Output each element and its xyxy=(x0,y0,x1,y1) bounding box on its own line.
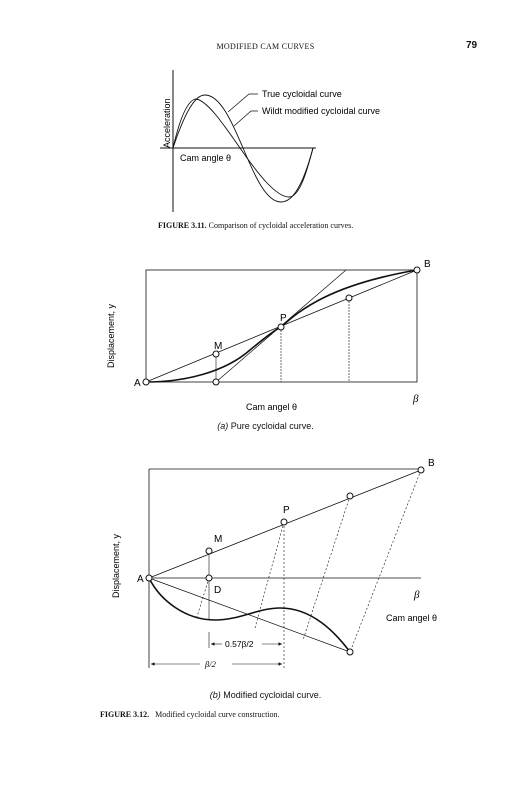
figure-3-12-caption-text: Modified cycloidal curve construction. xyxy=(155,710,280,719)
fig-b-proj-1 xyxy=(195,577,210,621)
figure-3-12b: A B M P D β Cam angel θ Displacement, y … xyxy=(111,458,437,669)
figure-3-12-caption: FIGURE 3.12. Modified cycloidal curve co… xyxy=(100,710,480,720)
legend-wildt-label: Wildt modified cycloidal curve xyxy=(262,106,380,116)
fig-b-point-p xyxy=(280,518,288,526)
figure-3-12b-subcaption: (b) Modified cycloidal curve. xyxy=(0,690,531,700)
fig-b-point-lower xyxy=(346,648,354,656)
fig-a-label-a: A xyxy=(134,378,141,389)
fig-a-beta: β xyxy=(412,393,419,405)
fig-a-x-label: Cam angel θ xyxy=(246,402,297,412)
fig-a-cycloidal-curve xyxy=(145,269,418,383)
fig-b-lower-line xyxy=(148,577,351,653)
fig-a-point-a xyxy=(142,378,150,386)
fig-b-label-p: P xyxy=(283,505,290,516)
leader-true xyxy=(227,93,258,113)
fig311-y-label: Acceleration xyxy=(162,98,172,148)
fig-b-point-b xyxy=(417,466,425,474)
figure-3-12a-subcaption: (a) Pure cycloidal curve. xyxy=(0,421,531,431)
fig-b-label-a: A xyxy=(137,574,144,585)
figure-3-12-caption-number: FIGURE 3.12. xyxy=(100,710,150,719)
fig-b-y-label: Displacement, y xyxy=(111,533,121,598)
fig-b-point-3 xyxy=(346,492,354,500)
fig-b-point-a xyxy=(145,574,153,582)
figure-3-12b-subcaption-letter: (b) xyxy=(209,690,221,700)
wildt-modified-curve xyxy=(172,98,314,198)
fig-b-beta: β xyxy=(413,589,420,601)
fig-b-proj-2 xyxy=(254,521,285,629)
true-cycloidal-curve xyxy=(172,94,314,203)
fig-a-label-p: P xyxy=(280,313,287,324)
figure-3-11: True cycloidal curve Wildt modified cycl… xyxy=(160,70,380,212)
fig-b-proj-3 xyxy=(302,495,351,641)
figure-3-12a: A B M P β Cam angel θ Displacement, y xyxy=(106,259,431,412)
figure-3-11-caption-text: Comparison of cycloidal acceleration cur… xyxy=(208,221,354,230)
legend-true-label: True cycloidal curve xyxy=(262,89,342,99)
fig-b-x-label: Cam angel θ xyxy=(386,613,437,623)
fig-a-label-b: B xyxy=(424,259,431,270)
fig-a-point-p xyxy=(277,323,285,331)
fig-b-dim-half: β/2 xyxy=(204,659,217,669)
fig-b-label-b: B xyxy=(428,458,435,469)
fig-b-point-m xyxy=(205,547,213,555)
running-head: MODIFIED CAM CURVES xyxy=(216,42,315,51)
fig-a-y-label: Displacement, y xyxy=(106,303,116,368)
fig-b-modified-curve xyxy=(148,577,351,653)
fig-b-label-m: M xyxy=(214,534,222,545)
figure-3-11-caption: FIGURE 3.11. Comparison of cycloidal acc… xyxy=(158,221,394,231)
fig-a-label-m: M xyxy=(214,341,222,352)
figure-3-11-caption-number: FIGURE 3.11. xyxy=(158,221,207,230)
fig-a-point-3 xyxy=(345,294,353,302)
fig-b-point-d xyxy=(205,574,213,582)
figure-3-12a-subcaption-letter: (a) xyxy=(217,421,229,431)
fig311-x-label: Cam angle θ xyxy=(180,153,231,163)
figure-3-12b-subcaption-text: Modified cycloidal curve. xyxy=(223,690,322,700)
leader-wildt xyxy=(233,110,258,127)
fig-b-proj-4 xyxy=(349,469,422,653)
fig-b-label-d: D xyxy=(214,585,221,596)
fig-a-point-m-base xyxy=(212,378,220,386)
fig-a-point-m xyxy=(212,350,220,358)
fig-a-point-b xyxy=(413,266,421,274)
figure-3-12a-subcaption-text: Pure cycloidal curve. xyxy=(230,421,314,431)
fig-a-frame xyxy=(145,269,418,383)
fig-b-dim-057: 0.57β/2 xyxy=(225,639,254,649)
page-number: 79 xyxy=(466,40,478,51)
